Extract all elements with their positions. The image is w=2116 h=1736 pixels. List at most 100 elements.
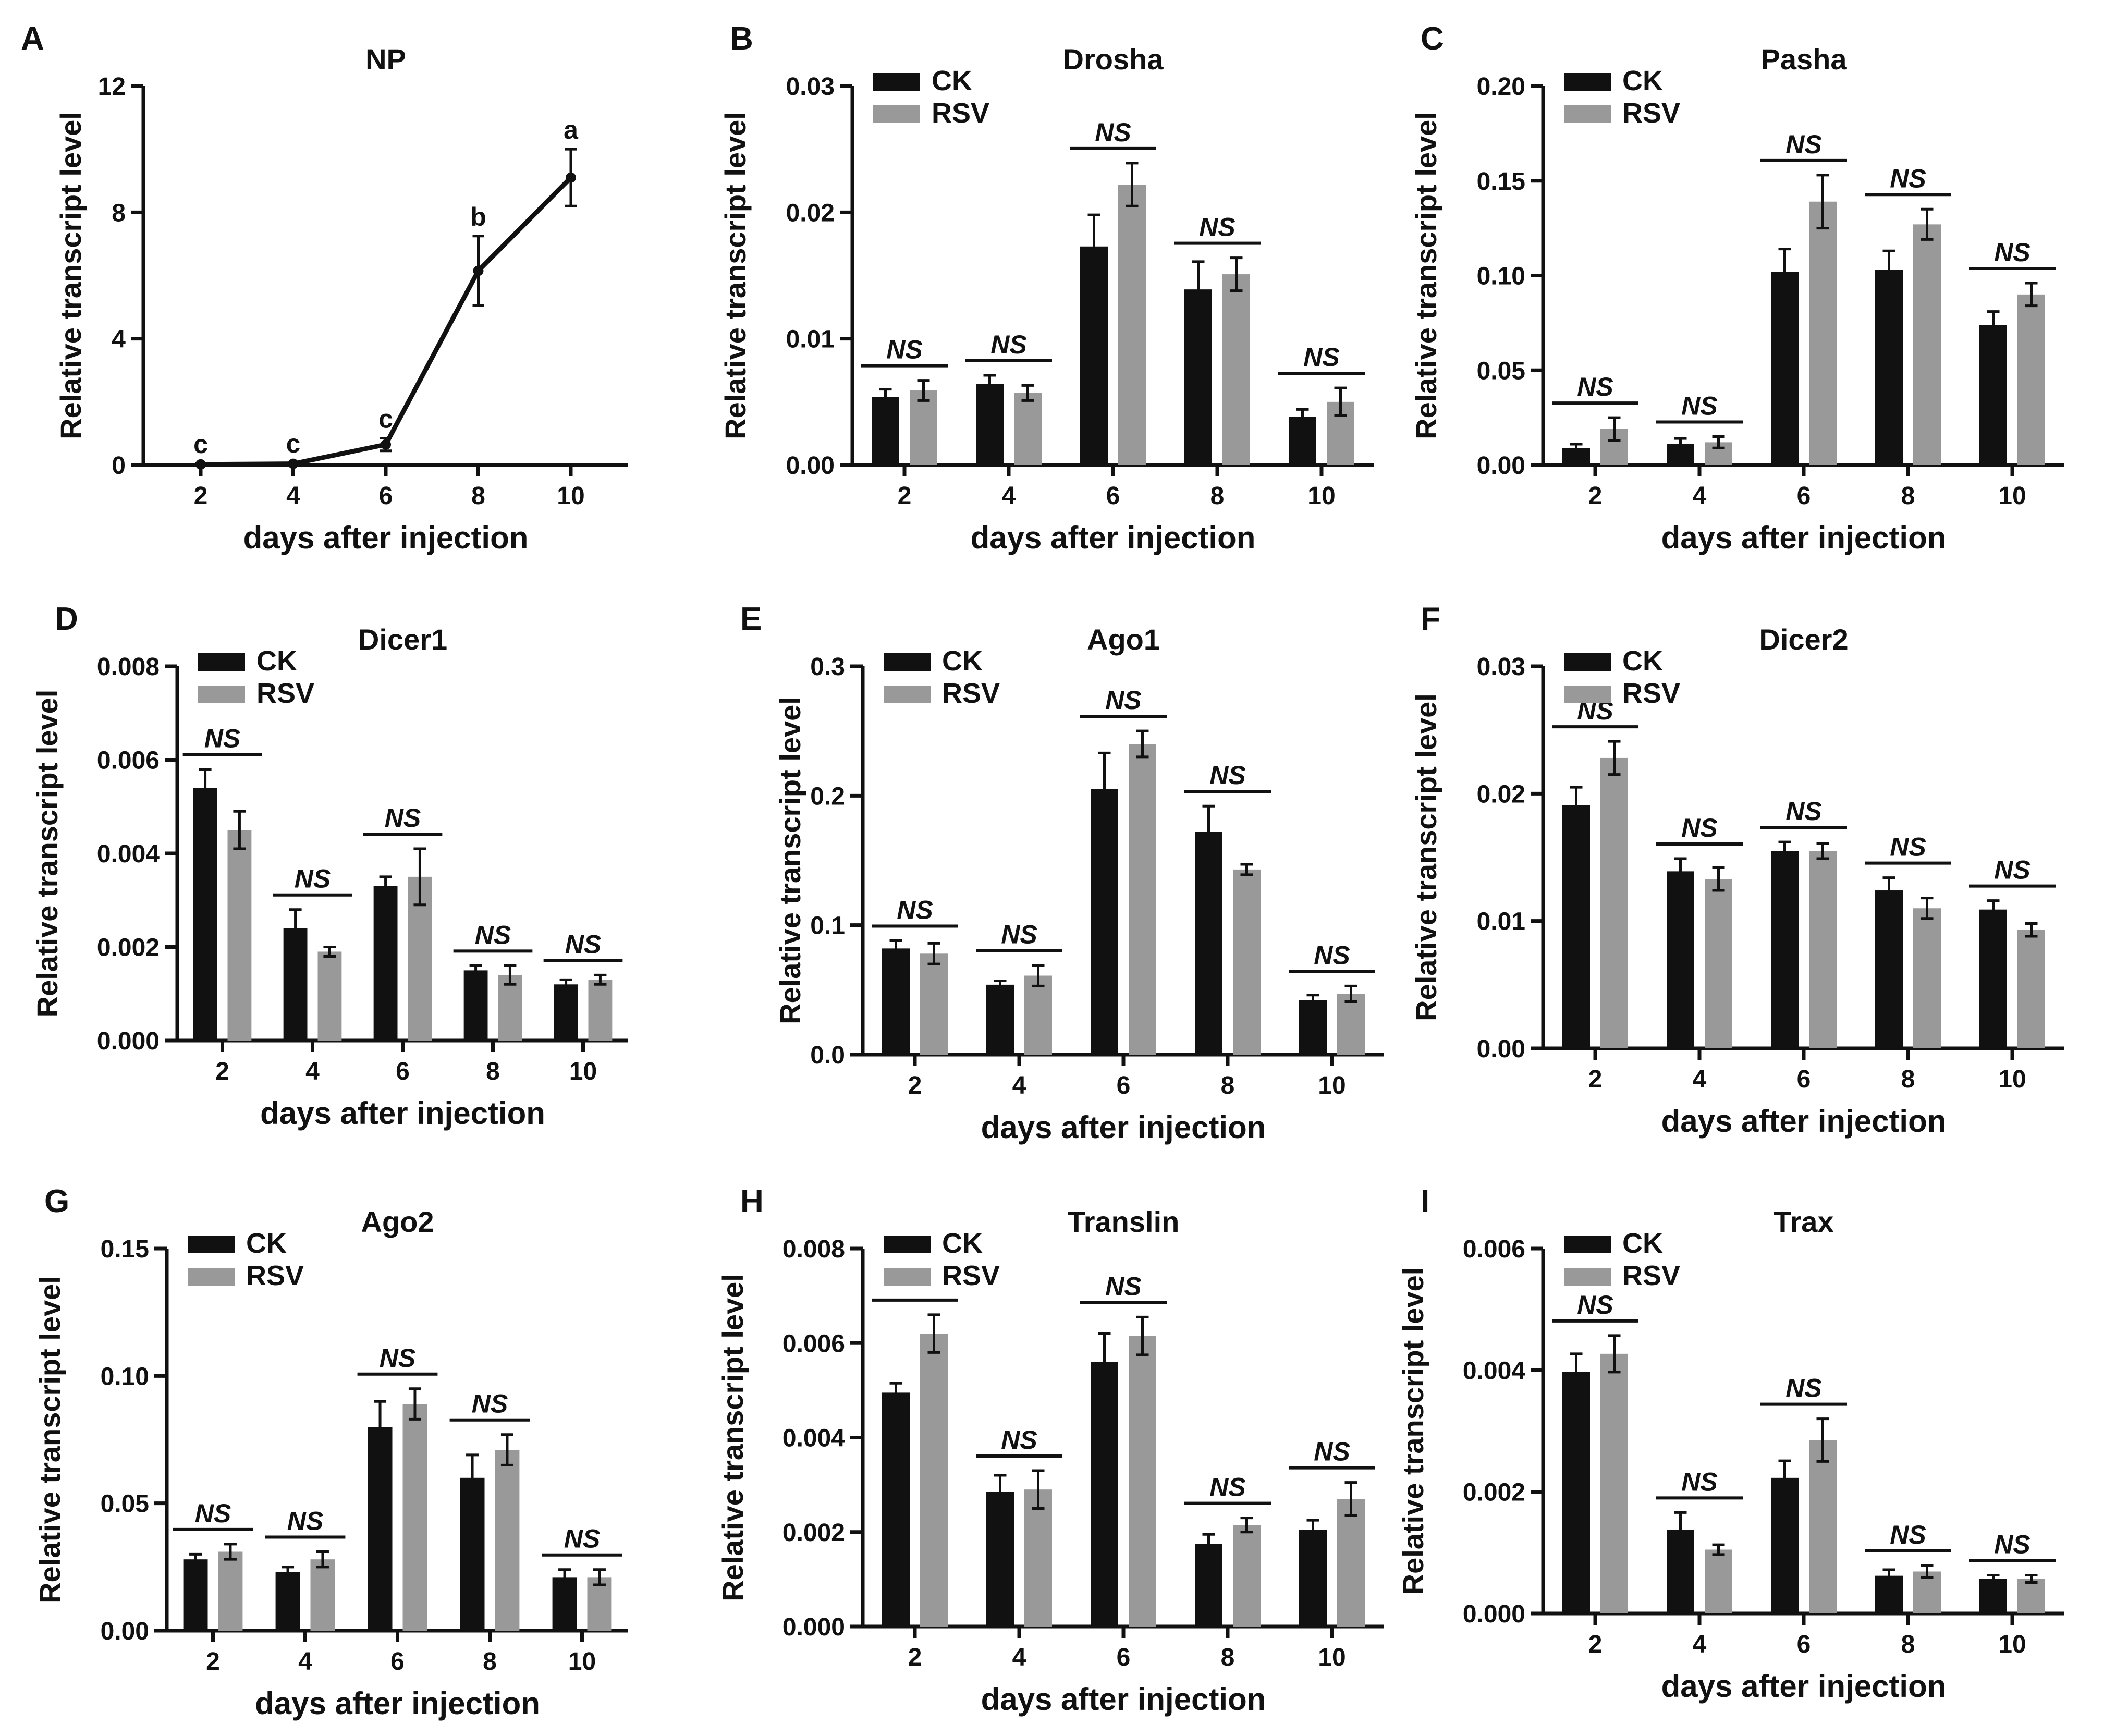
panel-c: C Pasha 0.00 0.05 0.10 0.15 0.20 Relative trans…: [1410, 21, 2064, 555]
x-axis-label: days after injection: [255, 1686, 540, 1721]
legend-label: CK: [246, 1228, 287, 1259]
y-tick-label: 12: [98, 73, 126, 101]
bar-ck: [368, 1427, 393, 1631]
y-tick-label: 0.10: [101, 1363, 149, 1390]
panel-letter: B: [730, 21, 753, 57]
chart-title: NP: [365, 43, 406, 76]
legend-label: CK: [942, 1228, 983, 1259]
significance-label: NS: [1209, 761, 1245, 790]
x-tick-label: 8: [1901, 482, 1915, 510]
y-tick-label: 0.002: [782, 1519, 845, 1547]
legend-label: RSV: [246, 1260, 304, 1291]
legend-swatch-rsv: [188, 1268, 235, 1286]
significance-label: NS: [1001, 1425, 1037, 1454]
data-point: [381, 439, 391, 450]
bar-ck: [1091, 789, 1118, 1055]
significance-label: NS: [1105, 1272, 1141, 1301]
legend-swatch-ck: [873, 73, 920, 91]
y-tick-label: 0.00: [1477, 452, 1525, 480]
y-tick-label: 0.2: [810, 783, 845, 810]
bar-ck: [1299, 1000, 1327, 1055]
bar-rsv: [1118, 185, 1146, 465]
significance-label: NS: [1209, 1473, 1245, 1502]
bar-ck: [1080, 246, 1108, 465]
y-axis-label: Relative transcript level: [1410, 693, 1442, 1021]
legend-label: CK: [932, 65, 972, 96]
y-tick-label: 0.03: [1477, 653, 1525, 681]
bar-ck: [554, 984, 578, 1041]
legend-swatch-rsv: [1564, 686, 1611, 703]
bar-ck: [183, 1559, 208, 1631]
x-tick-label: 2: [1588, 1066, 1603, 1093]
x-tick-label: 10: [569, 1058, 597, 1085]
y-tick-label: 0.15: [1477, 168, 1525, 195]
legend-label: CK: [256, 645, 297, 677]
significance-label: NS: [1890, 833, 1926, 862]
legend-label: RSV: [256, 678, 314, 709]
x-tick-label: 6: [379, 482, 393, 510]
significance-label: NS: [1314, 940, 1350, 970]
y-tick-label: 0.05: [1477, 357, 1525, 385]
x-tick-label: 6: [390, 1648, 405, 1676]
y-tick-label: 0.02: [786, 199, 835, 227]
legend-swatch-ck: [198, 653, 245, 671]
chart-title: Dicer1: [358, 623, 447, 656]
x-axis-label: days after injection: [260, 1096, 545, 1131]
x-tick-label: 8: [471, 482, 485, 510]
y-tick-label: 0.02: [1477, 780, 1525, 808]
bar-rsv: [2017, 930, 2045, 1048]
legend-swatch-rsv: [873, 105, 920, 123]
y-tick-label: 0.002: [1463, 1479, 1525, 1507]
bar-rsv: [1809, 851, 1837, 1048]
legend-swatch-ck: [884, 1236, 931, 1253]
significance-label: NS: [1994, 855, 2030, 885]
x-tick-label: 2: [1588, 482, 1603, 510]
bar-ck: [460, 1477, 485, 1631]
y-tick-label: 0.1: [810, 912, 845, 940]
y-tick-label: 0.006: [782, 1330, 845, 1358]
legend-label: RSV: [942, 678, 1000, 709]
legend-label: CK: [1622, 645, 1663, 677]
data-point: [288, 458, 299, 469]
bar-rsv: [1233, 1525, 1261, 1627]
x-tick-label: 10: [1318, 1072, 1346, 1099]
y-tick-label: 0.008: [97, 653, 160, 681]
x-tick-label: 8: [483, 1648, 497, 1676]
x-tick-label: 10: [1998, 482, 2026, 510]
legend-label: RSV: [942, 1260, 1000, 1291]
y-tick-label: 0.3: [810, 653, 845, 681]
bar-rsv: [920, 1334, 948, 1627]
bar-ck: [463, 970, 488, 1041]
y-tick-label: 0.05: [101, 1490, 149, 1518]
x-tick-label: 10: [1998, 1631, 2026, 1658]
significance-label: NS: [1199, 213, 1235, 242]
significance-label: NS: [1890, 164, 1926, 193]
bar-rsv: [1129, 1336, 1156, 1627]
y-tick-label: 0.000: [782, 1613, 845, 1641]
chart-title: Dicer2: [1759, 623, 1848, 656]
x-tick-label: 6: [396, 1058, 410, 1085]
chart-title: Pasha: [1761, 43, 1848, 76]
bar-rsv: [227, 830, 252, 1041]
bar-ck: [872, 397, 899, 465]
significance-label: NS: [287, 1507, 323, 1536]
y-tick-label: 0.01: [1477, 908, 1525, 936]
bar-rsv: [1222, 274, 1250, 465]
data-point: [473, 265, 484, 276]
bar-rsv: [310, 1559, 335, 1631]
bar-rsv: [495, 1450, 520, 1631]
legend-swatch-rsv: [884, 1268, 931, 1286]
significance-letter: a: [564, 115, 579, 144]
panel-g: G Ago2 0.00 0.05 0.10 0.15 Relative transcript…: [33, 1183, 628, 1721]
x-tick-label: 6: [1117, 1644, 1131, 1671]
y-tick-label: 0.00: [786, 452, 835, 480]
panel-letter: G: [44, 1183, 69, 1219]
x-tick-label: 10: [1318, 1644, 1346, 1671]
chart-title: Translin: [1068, 1205, 1180, 1238]
y-tick-label: 0.0: [810, 1042, 845, 1069]
bar-rsv: [1809, 1440, 1837, 1613]
